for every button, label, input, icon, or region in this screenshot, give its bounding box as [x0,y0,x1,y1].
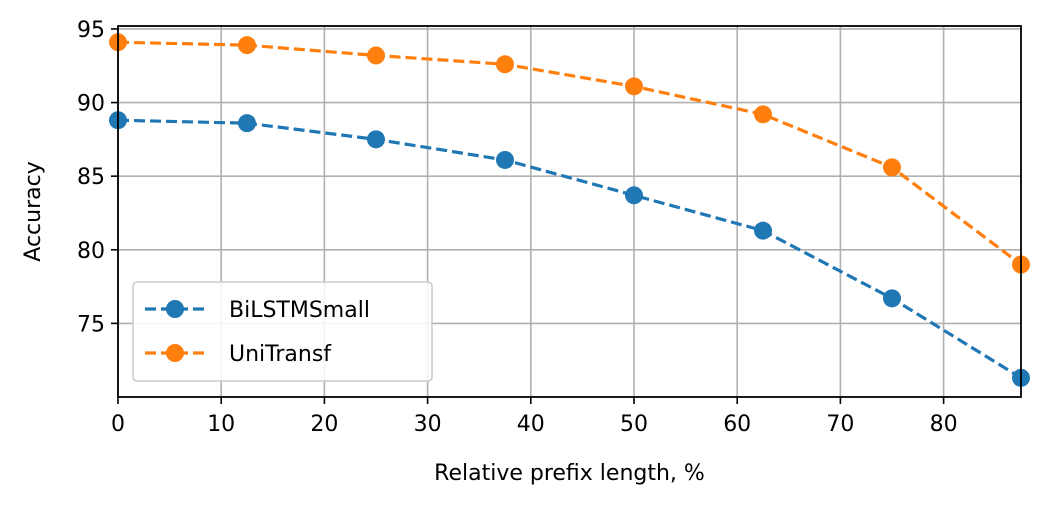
data-point [625,77,643,96]
y-tick-label: 90 [77,92,105,117]
legend: BiLSTMSmall UniTransf [132,281,433,382]
data-point [754,221,772,240]
legend-marker [166,344,184,362]
y-tick-label: 95 [77,18,105,43]
series-unitransf [109,33,1030,274]
series-area [109,33,1030,387]
x-tick-label: 60 [723,412,751,437]
data-point [883,289,901,308]
axes: 0 10 20 30 40 50 60 70 80 75 80 85 90 95 [77,18,958,437]
legend-item: BiLSTMSmall [145,298,370,323]
legend-marker [166,300,184,318]
data-point [367,130,385,149]
data-point [238,36,256,55]
plot-frame [117,25,1022,398]
data-point [754,105,772,124]
data-point [883,158,901,177]
x-tick-label: 40 [517,412,545,437]
x-axis-label: Relative prefix length, % [434,461,705,486]
legend-label: BiLSTMSmall [229,298,370,323]
legend-box [132,281,433,382]
legend-label: UniTransf [229,342,332,367]
y-tick-label: 80 [77,239,105,264]
y-tick-label: 75 [77,312,105,337]
series-line [117,118,1022,380]
x-tick-label: 10 [207,412,235,437]
data-point [625,186,643,205]
x-tick-label: 70 [826,412,854,437]
series-line [117,40,1022,266]
legend-item: UniTransf [145,342,332,367]
x-tick-label: 20 [310,412,338,437]
data-point [367,46,385,65]
x-tick-label: 50 [620,412,648,437]
series-bilstmsmall [109,111,1030,387]
data-point [496,150,514,169]
y-axis-label: Accuracy [21,161,46,261]
y-tick-label: 85 [77,165,105,190]
data-point [238,114,256,133]
data-point [496,55,514,74]
x-tick-label: 80 [930,412,958,437]
x-tick-label: 0 [111,412,125,437]
x-tick-label: 30 [414,412,442,437]
